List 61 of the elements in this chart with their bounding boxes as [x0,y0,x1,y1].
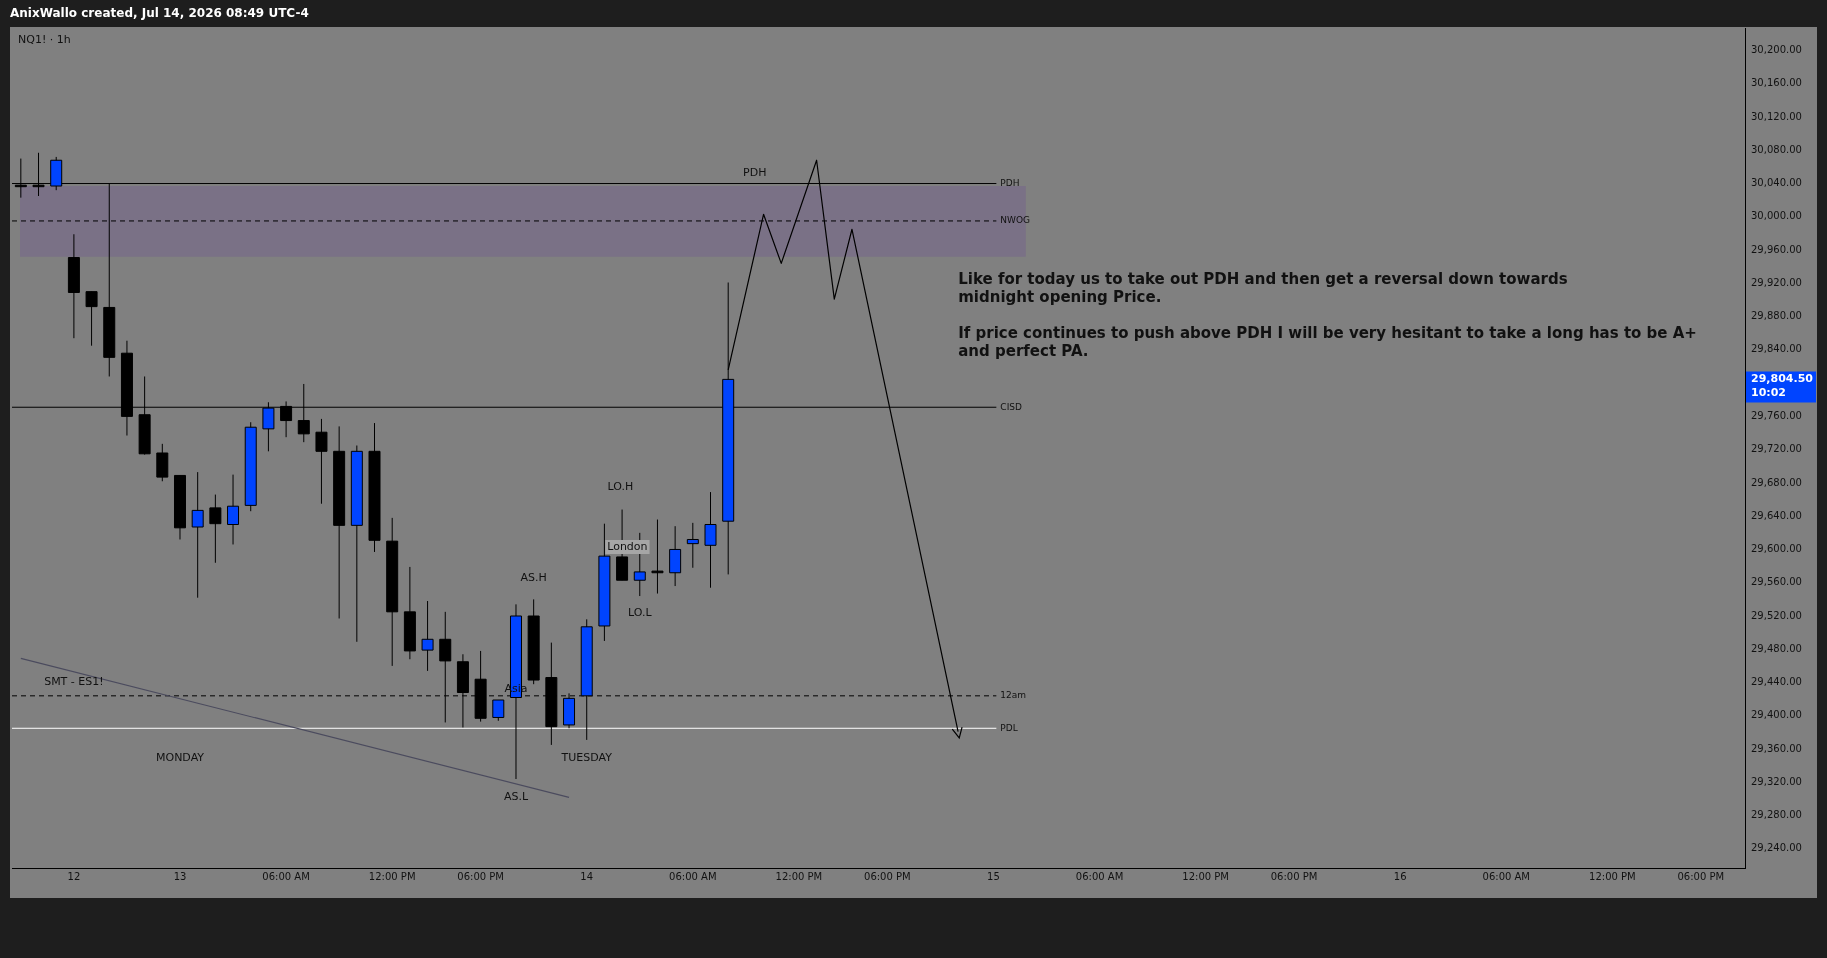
y-tick-label: 29,640.00 [1751,509,1802,521]
text: NQ1! · 1h [18,32,71,46]
y-tick-label: 29,840.00 [1751,343,1802,355]
x-tick-label: 06:00 PM [1270,870,1318,882]
y-tick-label: 29,520.00 [1751,609,1802,621]
annotation: MONDAY [155,751,205,765]
x-tick-label: 06:00 PM [1677,870,1725,882]
ref-line-label: CISD [1000,401,1022,412]
y-tick-label: 29,880.00 [1751,310,1802,322]
x-tick-label: 06:00 PM [864,870,911,882]
x-tick-label: 13 [173,870,187,882]
y-tick-label: 29,920.00 [1751,276,1802,288]
annotation: TUESDAY [560,751,613,765]
ref-line-label: 12am [1000,690,1027,701]
chart-subtitle: AnixWallo created, Jul 14, 2026 08:49 UTC-4 [10,6,309,21]
annotation: London [607,539,648,553]
text: Like for today us to take out PDH and then get a reversal down towards midnight opening Price. If price continues to push above PDH I will be very hesitant to take a long has to be A+ and perfect PA. [958,269,1697,360]
y-tick-label: 30,120.00 [1751,110,1802,122]
y-tick-label: 30,000.00 [1751,210,1802,222]
x-tick-label: 06:00 PM [457,870,504,882]
x-tick-label: 12:00 PM [775,870,823,882]
y-tick-label: 29,280.00 [1751,809,1802,821]
x-tick-label: 14 [580,870,594,882]
y-tick-label: 29,360.00 [1751,742,1802,754]
annotation: PDH [743,165,767,179]
y-tick-label: 29,680.00 [1751,476,1802,488]
y-tick-label: 29,720.00 [1751,443,1802,455]
y-tick-label: 29,440.00 [1751,676,1802,688]
x-tick-label: 06:00 AM [1075,870,1124,882]
annotation: LO.L [627,606,653,620]
text: 10:02 [1751,386,1787,400]
annotation: AS.H [520,570,547,584]
y-tick-label: 29,320.00 [1751,775,1802,787]
y-tick-label: 29,240.00 [1751,842,1802,854]
x-tick-label: 16 [1393,870,1407,882]
x-tick-label: 12:00 PM [1182,870,1229,882]
x-tick-label: 12:00 PM [1589,870,1636,882]
y-tick-label: 30,160.00 [1751,77,1802,89]
x-tick-label: 06:00 AM [1482,870,1530,882]
y-tick-label: 29,600.00 [1751,543,1802,555]
annotation: LO.H [607,479,634,493]
x-tick-label: 06:00 AM [262,870,310,882]
x-tick-label: 06:00 AM [669,870,717,882]
y-tick-label: 30,080.00 [1751,143,1802,155]
annotation: SMT - ES1! [44,675,104,689]
x-tick-label: 12 [67,870,81,882]
x-tick-label: 12:00 PM [368,870,416,882]
y-tick-label: 29,960.00 [1751,243,1802,255]
annotation: Asia [504,682,528,696]
y-tick-label: 29,560.00 [1751,576,1802,588]
y-tick-label: 29,400.00 [1751,709,1802,721]
text: 29,804.50 [1751,372,1814,386]
y-tick-label: 29,760.00 [1751,409,1802,421]
ref-line-label: PDH [1000,177,1020,188]
annotation: AS.L [503,790,529,804]
x-tick-label: 15 [987,870,1000,882]
y-tick-label: 29,480.00 [1751,642,1802,654]
ref-line-label: NWOG [1000,215,1031,226]
y-tick-label: 30,200.00 [1751,44,1802,56]
y-tick-label: 30,040.00 [1751,177,1802,189]
ref-line-label: PDL [1000,722,1018,733]
